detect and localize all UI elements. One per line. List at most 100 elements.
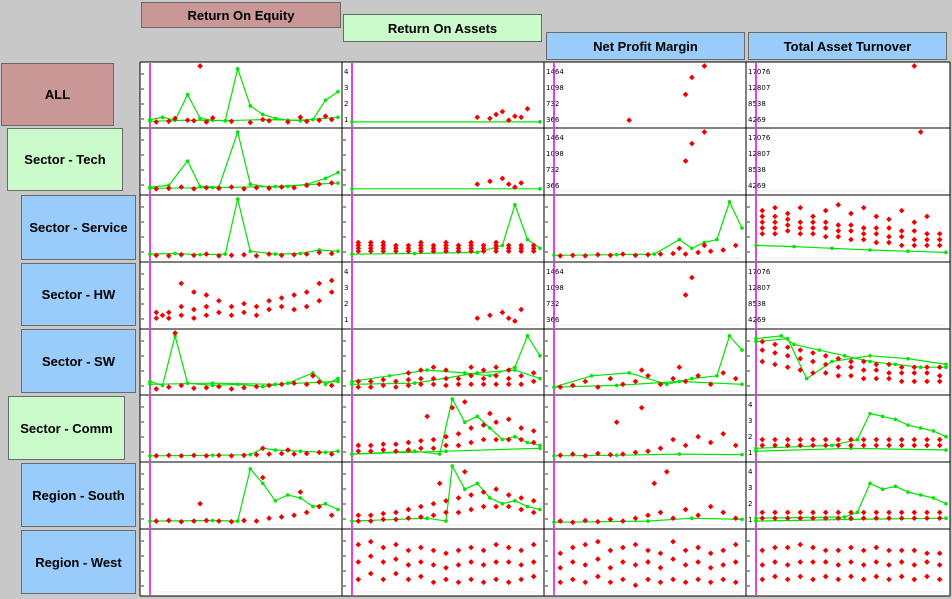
data-point [443,433,449,440]
data-point [228,252,235,259]
data-point [810,509,816,516]
line-marker [906,423,910,427]
data-point [203,452,210,459]
data-point [911,442,918,449]
line-marker [538,446,542,451]
data-point [860,562,867,568]
line-marker [906,249,910,253]
data-point [595,538,601,545]
data-point [355,559,362,565]
data-point [530,378,537,385]
row-header-region-west[interactable]: Region - West [21,530,136,594]
data-point [430,242,437,249]
data-point [835,364,842,371]
data-point [582,452,589,459]
data-point [676,364,683,371]
row-header-sector-comm[interactable]: Sector - Comm [8,396,125,460]
data-point [380,239,387,246]
data-point [184,117,191,124]
line-marker [690,516,694,520]
data-point [707,503,714,510]
line-marker [944,501,948,506]
data-point [393,509,399,516]
data-point [860,236,867,243]
data-point [418,375,424,382]
row-header-region-south[interactable]: Region - South [21,463,136,527]
data-point [695,249,701,256]
tick-label: 1098 [546,84,564,92]
data-point [493,372,499,379]
line-marker [652,252,657,256]
tick-label: 3 [344,284,348,292]
data-point [405,562,412,568]
line-marker [614,383,619,388]
data-point [759,358,766,365]
data-point [505,436,512,443]
column-header-total-asset-turnover[interactable]: Total Asset Turnover [748,32,947,60]
data-point [582,541,589,548]
data-point [645,512,651,519]
tick-label: 4 [748,468,753,476]
data-point [682,547,689,554]
data-point [707,381,714,388]
data-point [303,289,310,295]
data-point [468,239,474,246]
row-header-sector-hw[interactable]: Sector - HW [21,263,136,326]
data-point [455,495,462,501]
data-point [620,251,626,257]
line-marker [261,112,265,117]
line-marker [906,356,910,361]
column-header-return-on-equity[interactable]: Return On Equity [141,2,341,28]
data-point [924,442,930,449]
data-point [695,544,701,551]
data-point [474,315,481,322]
data-point [266,306,272,313]
line-marker [538,507,542,512]
data-point [203,292,210,298]
data-point [468,439,474,446]
data-point [405,447,412,453]
data-point [886,562,892,568]
data-point [645,576,651,583]
line-marker [286,493,290,497]
data-point [291,380,297,387]
line-marker [513,365,517,370]
data-point [595,518,601,525]
row-header-sector-tech[interactable]: Sector - Tech [7,128,123,191]
data-point [443,497,449,504]
data-point [487,410,493,417]
data-point [241,517,247,524]
data-point [720,370,727,376]
tick-label: 3 [748,484,752,492]
data-point [418,445,424,452]
column-header-return-on-assets[interactable]: Return On Assets [343,14,542,42]
data-point [316,280,323,287]
row-header-sector-service[interactable]: Sector - Service [21,195,136,260]
data-point [911,364,918,371]
tick-label: 1 [344,316,348,324]
line-marker [804,376,809,381]
data-point [911,509,918,516]
data-point [153,518,160,524]
data-point [380,382,387,389]
data-point [449,404,456,411]
tick-label: 17076 [748,134,771,142]
data-point [530,370,537,376]
line-marker [261,384,265,389]
data-point [178,280,185,287]
line-marker [868,248,872,252]
data-point [367,518,374,524]
data-point [153,386,160,392]
column-header-net-profit-margin[interactable]: Net Profit Margin [546,32,745,60]
row-header-all[interactable]: ALL [1,63,114,126]
data-point [461,468,468,475]
data-point [367,384,374,390]
row-header-sector-sw[interactable]: Sector - SW [21,329,136,393]
data-point [898,515,905,522]
tick-label: 4269 [748,316,766,324]
data-point [657,381,664,388]
data-point [430,445,437,452]
data-point [607,451,614,458]
data-point [911,219,918,226]
line-marker [849,446,853,451]
